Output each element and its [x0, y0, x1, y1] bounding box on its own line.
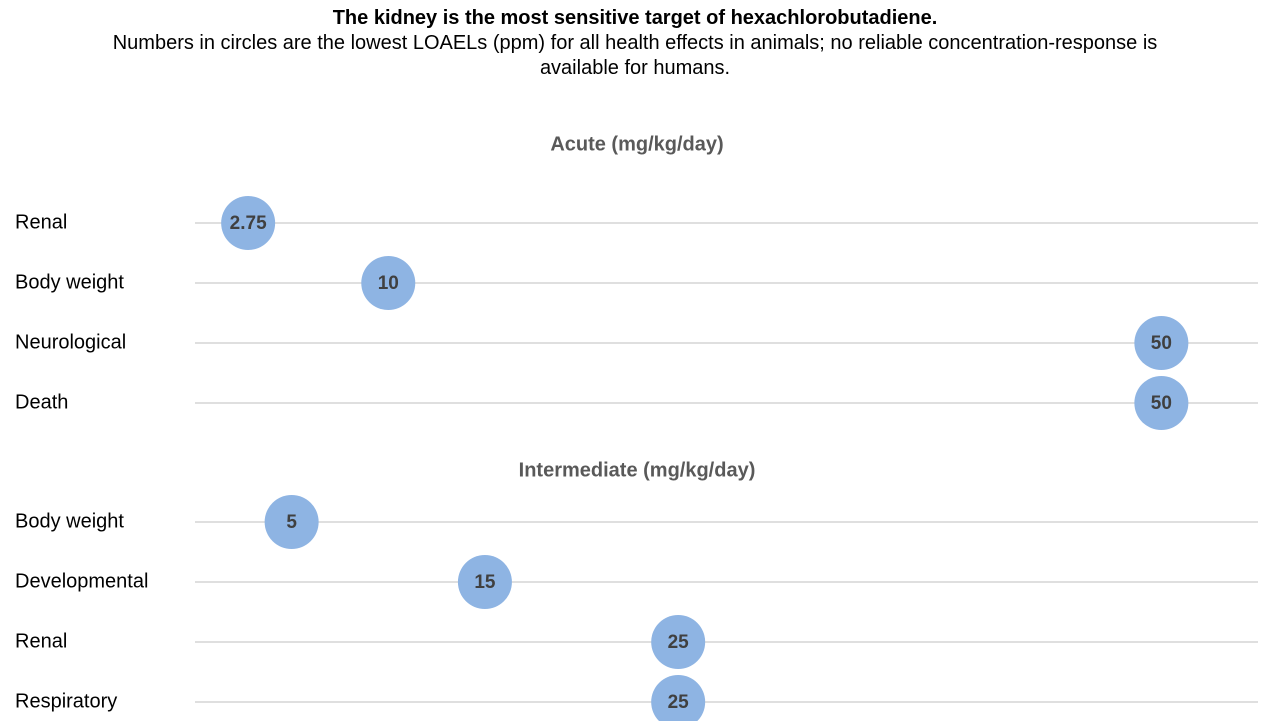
data-label: 50 [1151, 333, 1172, 354]
dot [651, 675, 706, 721]
category-label: Renal [15, 630, 67, 652]
category-label: Body weight [15, 271, 124, 293]
data-label: 2.75 [230, 213, 267, 234]
data-label: 25 [668, 692, 690, 713]
subtitle: Numbers in circles are the lowest LOAELs… [112, 32, 1158, 79]
dot [457, 555, 512, 609]
data-label: 25 [668, 632, 690, 653]
data-label: 5 [286, 512, 297, 533]
category-label: Renal [15, 211, 67, 233]
dot [264, 495, 319, 549]
category-label: Death [15, 391, 68, 413]
dot [1134, 376, 1189, 430]
panel-title: Acute (mg/kg/day) [550, 133, 723, 155]
data-label: 10 [378, 273, 399, 294]
dot [1134, 316, 1189, 370]
category-label: Developmental [15, 570, 148, 592]
category-label: Body weight [15, 510, 124, 532]
category-label: Neurological [15, 331, 126, 353]
dot [651, 615, 706, 669]
category-label: Respiratory [15, 690, 117, 712]
data-label: 50 [1151, 393, 1172, 414]
dot [221, 196, 276, 250]
title: The kidney is the most sensitive target … [332, 7, 938, 29]
header: The kidney is the most sensitive target … [85, 6, 1185, 81]
data-label: 15 [474, 572, 496, 593]
dot [361, 256, 416, 310]
panel-title: Intermediate (mg/kg/day) [519, 459, 756, 481]
